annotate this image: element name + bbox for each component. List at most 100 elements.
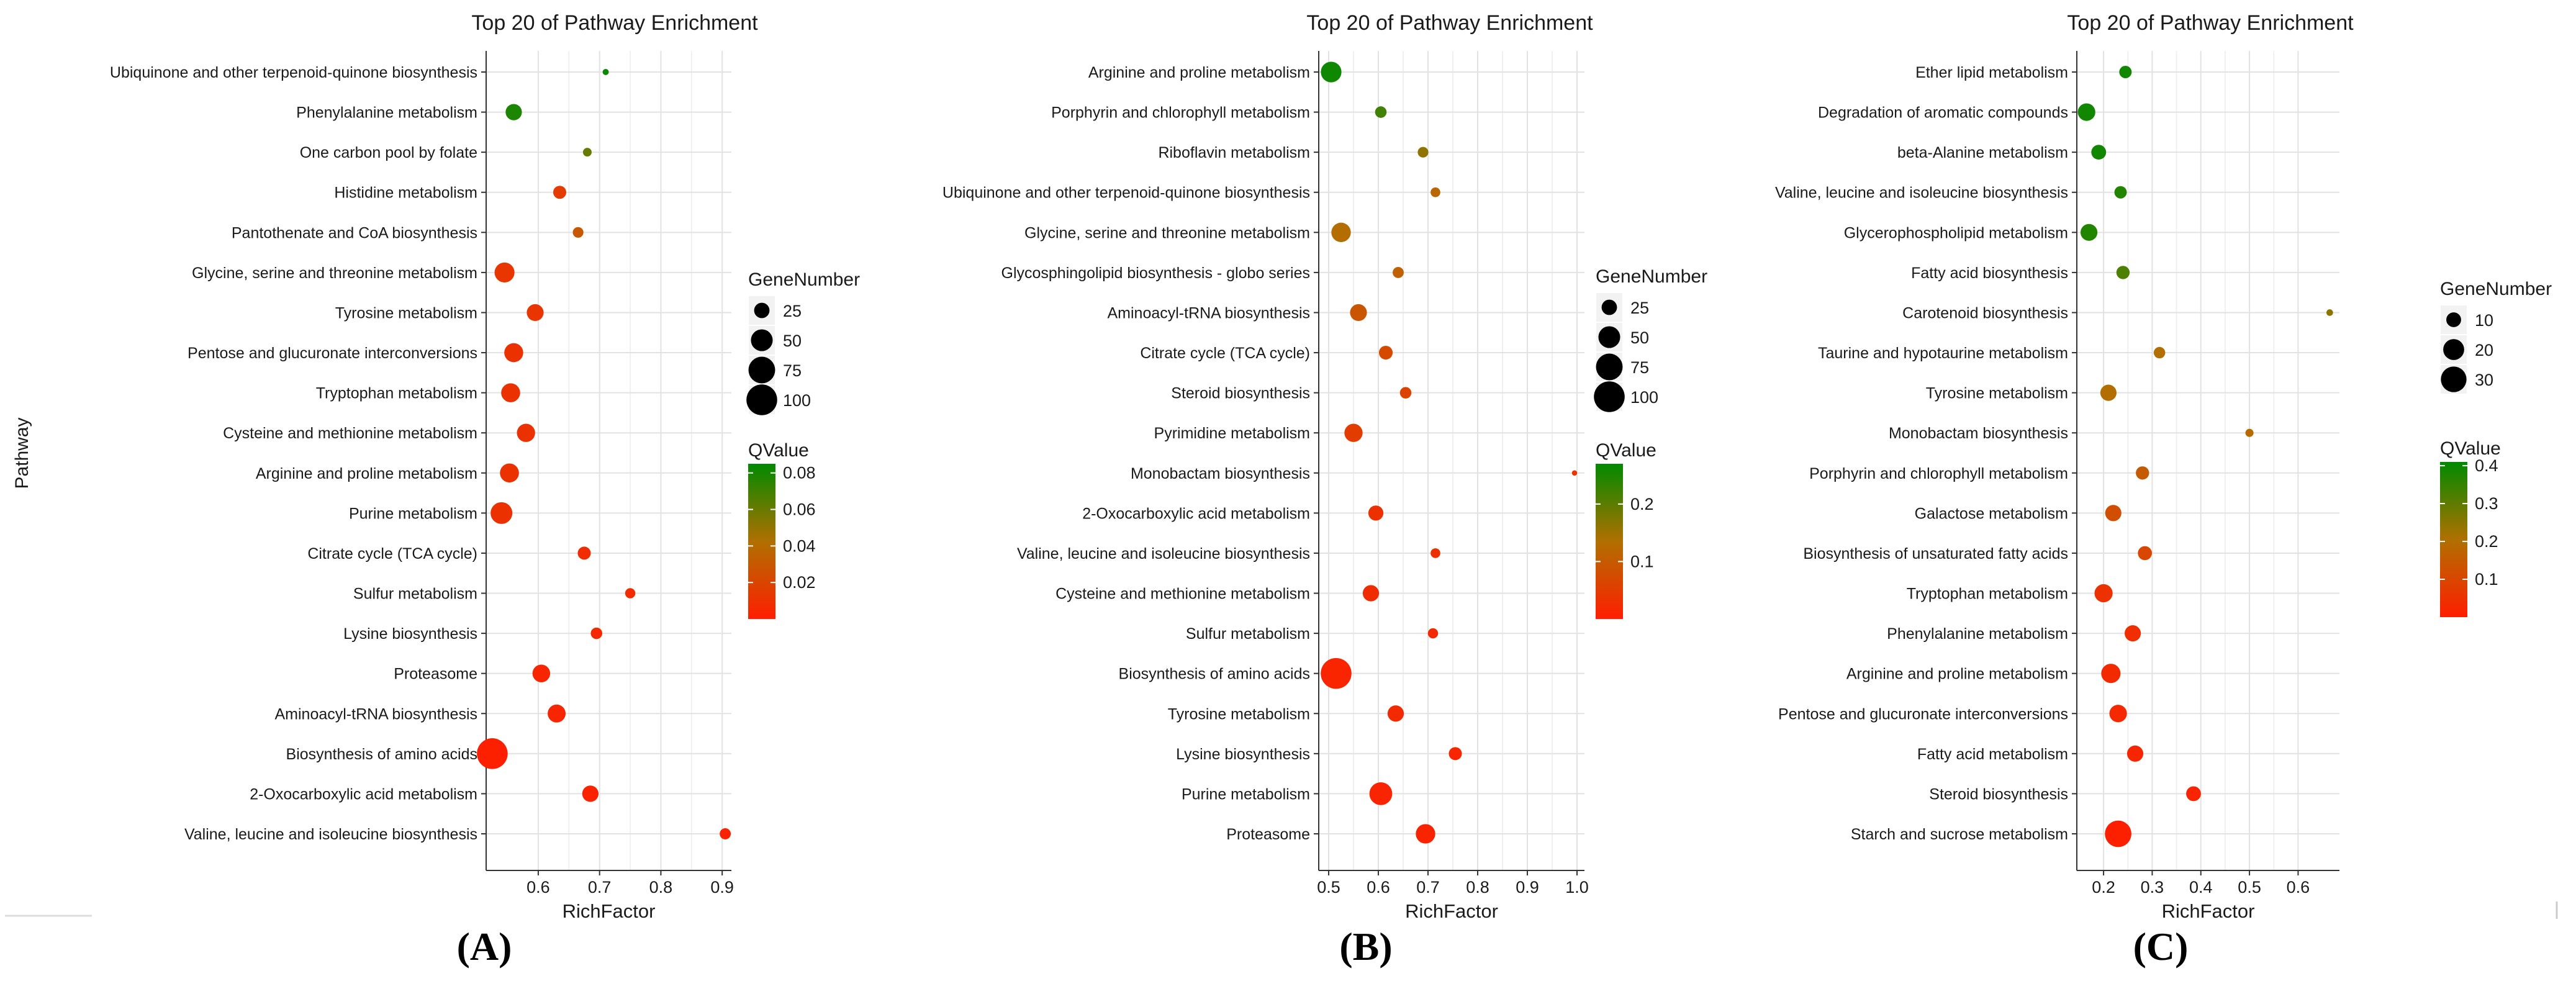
- x-axis-label: RichFactor: [2162, 900, 2255, 922]
- data-point: [490, 502, 513, 524]
- data-point: [2114, 186, 2127, 199]
- pathway-label: Tryptophan metabolism: [1907, 585, 2068, 603]
- pathway-label: Lysine biosynthesis: [1176, 746, 1310, 763]
- y-axis-label: Pathway: [12, 417, 32, 489]
- x-tick-label: 0.2: [2092, 878, 2115, 897]
- pathway-label: Glycosphingolipid biosynthesis - globo s…: [1001, 264, 1311, 282]
- data-point: [577, 546, 591, 560]
- pathway-label: Cysteine and methionine metabolism: [1055, 585, 1310, 603]
- pathway-label: Glycine, serine and threonine metabolism: [192, 264, 477, 282]
- color-legend-title: QValue: [1596, 440, 1656, 461]
- size-legend-label: 50: [1630, 328, 1649, 347]
- pathway-label: Monobactam biosynthesis: [1131, 465, 1310, 482]
- size-legend-dot: [1594, 381, 1625, 412]
- pathway-label: Pantothenate and CoA biosynthesis: [232, 224, 477, 242]
- data-point: [1369, 782, 1393, 805]
- x-axis-label: RichFactor: [563, 900, 656, 922]
- pathway-label: One carbon pool by folate: [300, 144, 477, 161]
- pathway-label: Citrate cycle (TCA cycle): [1140, 345, 1310, 362]
- color-legend-label: 0.1: [1630, 552, 1654, 571]
- x-tick-label: 0.7: [1416, 878, 1440, 897]
- pathway-label: Riboflavin metabolism: [1158, 144, 1310, 161]
- data-point: [582, 148, 592, 157]
- data-point: [625, 588, 636, 599]
- pathway-label: Valine, leucine and isoleucine biosynthe…: [1775, 184, 2068, 202]
- pathway-label: Pyrimidine metabolism: [1154, 425, 1310, 442]
- data-point: [2094, 584, 2113, 603]
- data-point: [532, 664, 551, 682]
- pathway-label: Phenylalanine metabolism: [296, 104, 477, 122]
- color-legend-label: 0.02: [783, 573, 816, 592]
- color-legend-label: 0.04: [783, 536, 816, 555]
- x-tick-label: 0.7: [588, 878, 612, 897]
- data-point: [2153, 346, 2166, 359]
- pathway-label: Pentose and glucuronate interconversions: [1778, 705, 2068, 723]
- x-tick-label: 0.5: [2238, 878, 2261, 897]
- data-point: [2136, 466, 2149, 480]
- pathway-label: Proteasome: [394, 666, 477, 683]
- data-point: [1331, 222, 1351, 242]
- data-point: [2245, 428, 2254, 437]
- size-legend-dot: [2441, 366, 2467, 392]
- data-point: [1416, 824, 1435, 844]
- pathway-label: Proteasome: [1226, 826, 1310, 843]
- pathway-label: Aminoacyl-tRNA biosynthesis: [1107, 304, 1310, 322]
- size-legend-dot: [754, 302, 770, 319]
- data-point: [1321, 657, 1352, 689]
- data-point: [1448, 747, 1462, 761]
- pathway-label: Carotenoid biosynthesis: [1902, 304, 2068, 322]
- size-legend-dot: [1598, 326, 1620, 348]
- size-legend-label: 100: [783, 391, 811, 410]
- pathway-label: Purine metabolism: [349, 505, 477, 522]
- pathway-label: Starch and sucrose metabolism: [1851, 826, 2068, 843]
- x-tick-label: 0.9: [710, 878, 734, 897]
- color-legend-label: 0.06: [783, 500, 816, 519]
- x-tick-label: 0.8: [1466, 878, 1489, 897]
- size-legend-dot: [1596, 353, 1623, 381]
- data-point: [1378, 345, 1393, 360]
- data-point: [572, 227, 584, 238]
- x-tick-label: 0.5: [1317, 878, 1340, 897]
- chart-title-a: Top 20 of Pathway Enrichment: [471, 11, 758, 35]
- data-point: [1344, 423, 1363, 442]
- pathway-label: Tryptophan metabolism: [316, 385, 477, 402]
- pathway-label: Purine metabolism: [1182, 785, 1310, 803]
- pathway-label: Tyrosine metabolism: [1168, 705, 1310, 723]
- pathway-label: Sulfur metabolism: [1186, 625, 1310, 643]
- panel-label-a: (A): [456, 924, 512, 969]
- x-tick-label: 0.3: [2141, 878, 2164, 897]
- pathway-label: Valine, leucine and isoleucine biosynthe…: [184, 826, 477, 843]
- data-point: [517, 423, 535, 442]
- size-legend-title: GeneNumber: [2440, 279, 2552, 299]
- x-tick-label: 0.6: [2287, 878, 2310, 897]
- color-legend-bar: [748, 464, 775, 619]
- size-legend-dot: [748, 356, 775, 384]
- size-legend-label: 100: [1630, 388, 1658, 407]
- pathway-label: Ether lipid metabolism: [1915, 64, 2068, 81]
- plot-area: [1319, 51, 1584, 870]
- x-axis-label: RichFactor: [1405, 900, 1498, 922]
- data-point: [2119, 66, 2132, 78]
- x-tick-label: 1.0: [1565, 878, 1589, 897]
- data-point: [2091, 145, 2107, 160]
- pathway-label: Fatty acid biosynthesis: [1911, 264, 2068, 282]
- size-legend-label: 30: [2475, 371, 2493, 389]
- x-tick-label: 0.6: [1367, 878, 1390, 897]
- x-tick-label: 0.4: [2189, 878, 2213, 897]
- data-point: [2109, 705, 2127, 723]
- data-point: [505, 104, 522, 120]
- data-point: [1571, 470, 1578, 476]
- data-point: [582, 785, 599, 802]
- size-legend-label: 75: [783, 361, 802, 380]
- data-point: [501, 383, 520, 402]
- panel-c: Top 20 of Pathway Enrichment 0.2 0.3 0.4 0.5…: [1775, 11, 2552, 922]
- pathway-label: Galactose metabolism: [1915, 505, 2068, 522]
- data-point: [1417, 147, 1429, 158]
- pathway-label: 2-Oxocarboxylic acid metabolism: [1082, 505, 1310, 522]
- pathway-label: Tyrosine metabolism: [335, 304, 477, 322]
- data-point: [2125, 625, 2141, 642]
- chart-title-c: Top 20 of Pathway Enrichment: [2067, 11, 2354, 35]
- x-tick-label: 0.8: [649, 878, 673, 897]
- pathway-label: Pentose and glucuronate interconversions: [188, 345, 477, 362]
